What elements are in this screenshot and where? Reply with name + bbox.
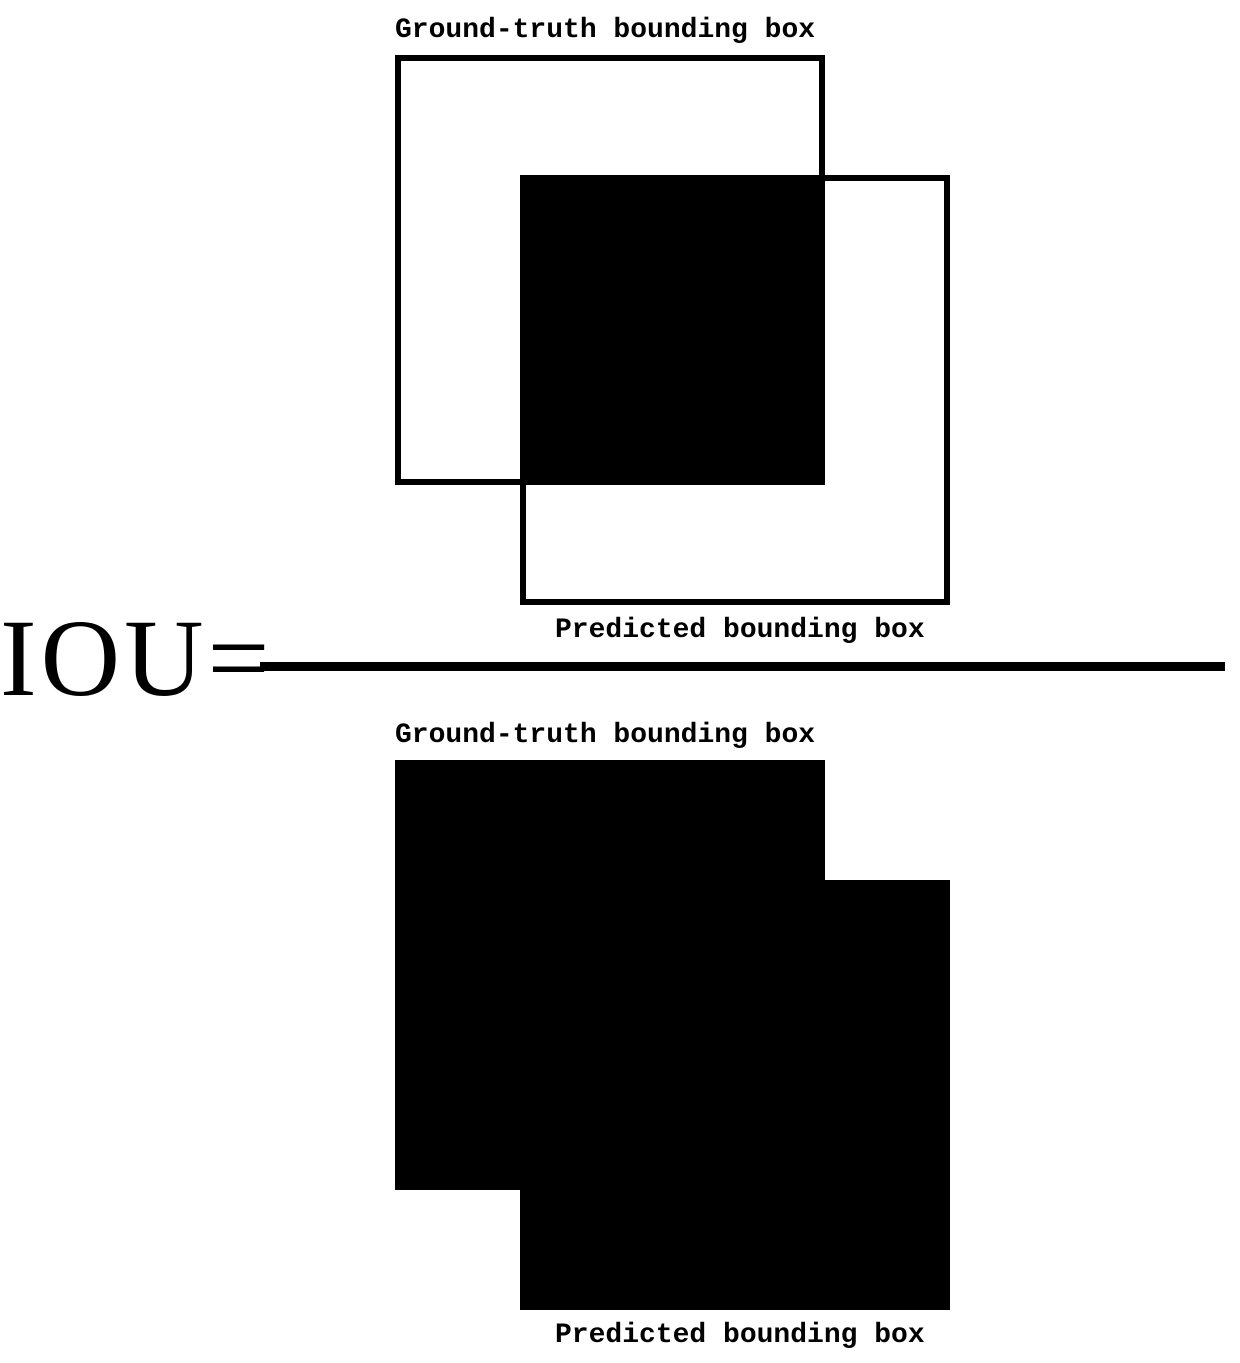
numerator-intersection-fill [520, 175, 825, 485]
numerator-pred-caption: Predicted bounding box [555, 615, 925, 646]
numerator-gt-caption: Ground-truth bounding box [395, 15, 815, 46]
fraction-line [260, 662, 1225, 671]
denominator-pred-caption: Predicted bounding box [555, 1320, 925, 1351]
denominator-gt-caption: Ground-truth bounding box [395, 720, 815, 751]
iou-equals-label: IOU= [0, 595, 274, 722]
denominator-pred-box-fill [520, 880, 950, 1310]
